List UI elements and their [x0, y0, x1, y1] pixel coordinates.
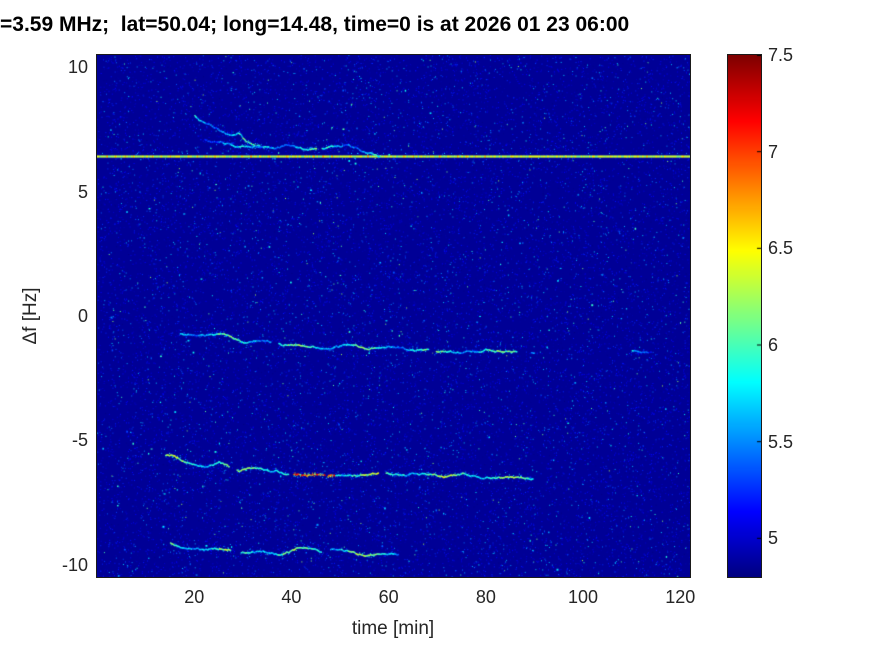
heatmap-canvas — [96, 54, 691, 578]
x-tick-label: 60 — [378, 587, 399, 607]
colorbar-tick-label: 5.5 — [768, 431, 794, 452]
x-tick-label: 80 — [475, 587, 496, 607]
x-tick-label: 40 — [281, 587, 302, 607]
y-tick-label: 10 — [67, 57, 88, 78]
x-tick-label: 120 — [665, 587, 696, 607]
x-tick-label: 20 — [184, 587, 205, 607]
y-tick-label: -10 — [61, 554, 88, 575]
chart-title: =3.59 MHz; lat=50.04; long=14.48, time=0… — [0, 13, 630, 36]
colorbar-tick-label: 7 — [768, 141, 779, 162]
colorbar — [727, 54, 762, 578]
colorbar-tick-label: 6 — [768, 335, 779, 355]
colorbar-tick-label: 5 — [768, 528, 779, 549]
colorbar-tick-label: 7.5 — [768, 45, 794, 65]
y-tick-label: 0 — [77, 306, 88, 326]
colorbar-tick-label: 6.5 — [768, 238, 794, 259]
y-tick-label: -5 — [71, 430, 88, 451]
y-tick-label: 5 — [77, 181, 88, 202]
x-axis-label: time [min] — [351, 618, 435, 639]
x-tick-label: 100 — [568, 587, 599, 607]
